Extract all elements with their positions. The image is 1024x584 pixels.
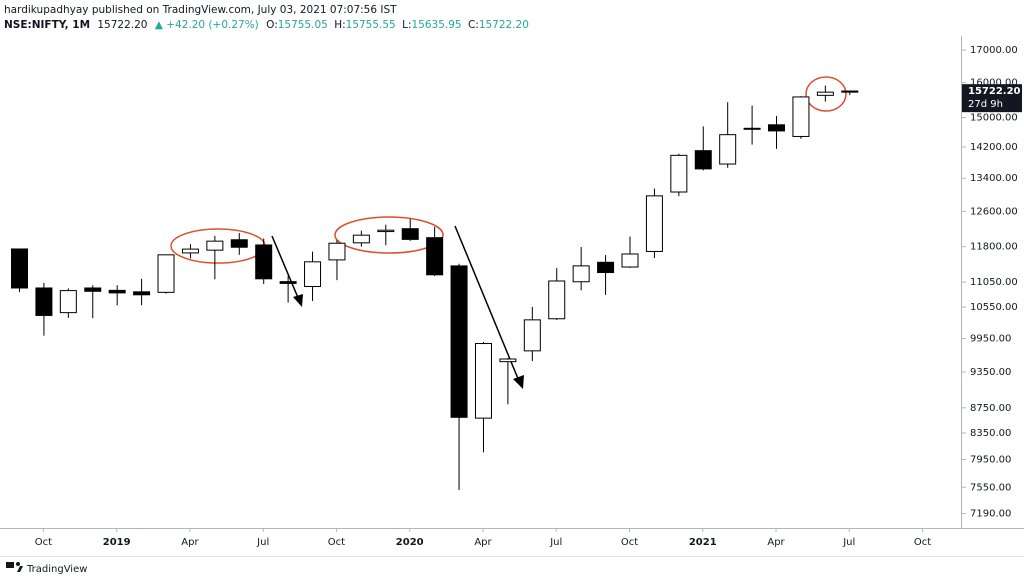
x-tick-label: Apr — [181, 537, 199, 548]
candle-body — [743, 127, 761, 130]
y-tick-label: 12600.00 — [970, 206, 1018, 217]
x-tick-label: Apr — [474, 537, 492, 548]
x-tick-label: Oct — [621, 537, 638, 548]
candle-body — [450, 265, 468, 418]
countdown: 27d 9h — [968, 99, 1003, 110]
candle-body — [768, 124, 786, 132]
x-tick-label: 2020 — [396, 537, 424, 548]
candle-body — [548, 280, 566, 320]
ellipse — [334, 216, 444, 254]
h-label: H: — [334, 19, 345, 31]
candle-body — [133, 291, 151, 296]
y-tick-label: 7950.00 — [970, 454, 1011, 465]
y-tick-label: 11050.00 — [970, 277, 1018, 288]
candle-body — [352, 234, 370, 244]
o-label: O: — [266, 19, 278, 31]
y-tick-label: 9350.00 — [970, 367, 1011, 378]
candle-body — [816, 91, 834, 96]
candle-body — [645, 195, 663, 252]
x-tick-label: Jul — [549, 537, 562, 548]
y-tick-label: 9950.00 — [970, 334, 1011, 345]
candle-body — [426, 237, 444, 276]
candle-body — [304, 261, 322, 288]
candle-body — [181, 248, 199, 254]
symbol-line: NSE:NIFTY, 1M 15722.20 ▲ +42.20 (+0.27%)… — [4, 19, 529, 31]
candle-body — [59, 290, 77, 314]
arrow-head — [293, 294, 303, 307]
publisher-line: hardikupadhyay published on TradingView.… — [4, 4, 397, 16]
c: 15722.20 — [479, 19, 529, 31]
candle-body — [377, 229, 395, 233]
candle-body — [230, 239, 248, 248]
y-tick-label: 8750.00 — [970, 403, 1011, 414]
logo — [6, 562, 23, 572]
candle-body — [597, 261, 615, 274]
last: 15722.20 — [97, 19, 147, 31]
y-tick-label: 10550.00 — [970, 302, 1018, 313]
x-tick-label: Jul — [842, 537, 855, 548]
x-tick-label: Jul — [256, 537, 269, 548]
x-tick-label: Oct — [328, 537, 345, 548]
candle-body — [474, 343, 492, 419]
footer-brand: TradingView — [26, 564, 87, 575]
y-tick-label: 7190.00 — [970, 509, 1011, 520]
candle-body — [523, 319, 541, 352]
arrow — [271, 235, 300, 301]
c-label: C: — [468, 19, 479, 31]
o: 15755.05 — [278, 19, 328, 31]
y-tick-label: 7550.00 — [970, 482, 1011, 493]
candle-body — [157, 254, 175, 293]
price-box — [962, 84, 1022, 113]
l-label: L: — [402, 19, 411, 31]
candle-body — [719, 134, 737, 165]
y-tick-label: 8350.00 — [970, 428, 1011, 439]
candle-body — [279, 281, 297, 284]
candle-body — [621, 253, 639, 268]
candle-body — [108, 289, 126, 294]
ellipse — [805, 76, 847, 112]
y-tick-label: 13400.00 — [970, 173, 1018, 184]
l: 15635.95 — [411, 19, 461, 31]
arrow-head — [513, 375, 524, 389]
candle-body — [792, 96, 810, 137]
candle-body — [11, 248, 28, 289]
x-tick-label: Apr — [767, 537, 785, 548]
candle-body — [255, 244, 273, 280]
x-tick-label: 2021 — [689, 537, 717, 548]
y-tick-label: 15000.00 — [970, 112, 1018, 123]
candle-body — [670, 154, 688, 193]
candle-body — [328, 242, 346, 261]
y-tick-label: 17000.00 — [970, 45, 1018, 56]
y-tick-label: 16000.00 — [970, 78, 1018, 89]
annotations — [170, 76, 847, 389]
x-tick-label: Oct — [914, 537, 931, 548]
price-label: 15722.20 — [968, 86, 1021, 97]
arrow — [454, 225, 520, 382]
candle-body — [84, 287, 102, 292]
y-tick-label: 14200.00 — [970, 142, 1018, 153]
x-tick-label: 2019 — [103, 537, 131, 548]
candle-body — [694, 150, 712, 170]
h: 15755.55 — [346, 19, 396, 31]
candle-body — [401, 228, 419, 240]
candle-body — [841, 90, 859, 93]
candle-body — [499, 358, 517, 363]
candle-body — [35, 287, 53, 316]
candle-body — [206, 240, 224, 251]
y-tick-label: 11800.00 — [970, 242, 1018, 253]
symbol: NSE:NIFTY, 1M — [4, 19, 90, 31]
change: ▲ +42.20 (+0.27%) — [155, 19, 259, 31]
candle-body — [572, 265, 590, 283]
x-tick-label: Oct — [35, 537, 52, 548]
